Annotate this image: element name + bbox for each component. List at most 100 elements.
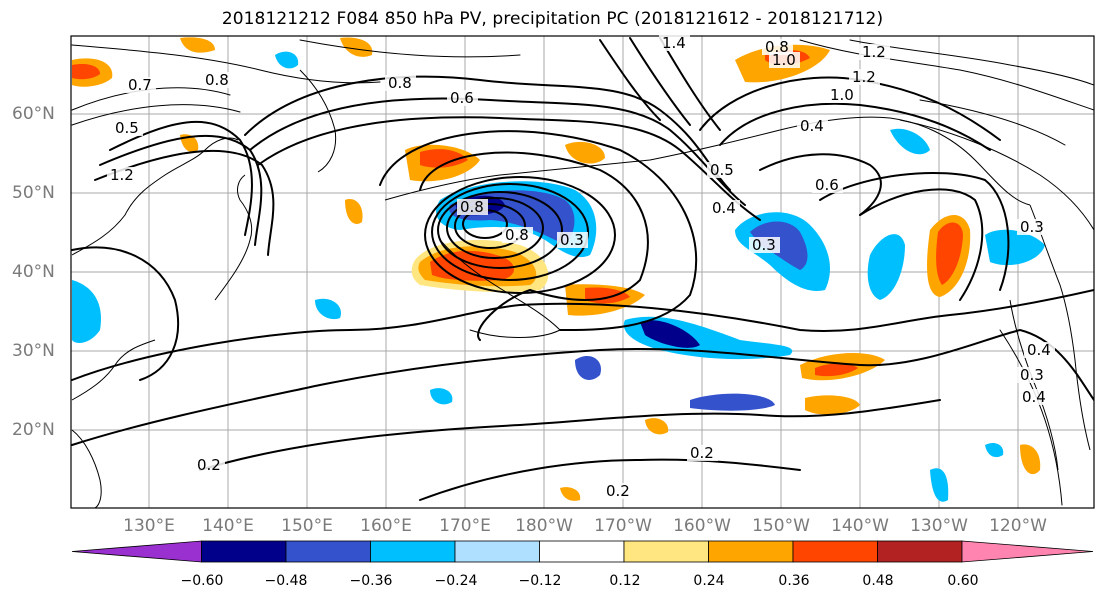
contour-label: 0.4 <box>712 199 736 217</box>
pos-patch-1-core <box>420 149 468 168</box>
pos-patch-8 <box>180 37 215 53</box>
contour-label-bg <box>1019 389 1050 405</box>
contour-label: 0.5 <box>115 119 139 137</box>
colorbar-bin <box>454 540 540 563</box>
colorbar-tick-label: −0.12 <box>518 573 562 589</box>
lat-label: 40°N <box>12 262 55 282</box>
neg-anomaly-band-core <box>640 320 700 348</box>
contour-label: 0.2 <box>606 482 630 500</box>
pv-contour <box>419 458 801 501</box>
lon-label: 150°W <box>752 516 810 536</box>
contour-label: 0.8 <box>505 226 529 244</box>
coastline-na-west <box>1029 204 1091 451</box>
lon-label: 140°W <box>831 516 889 536</box>
contour-label: 1.4 <box>662 34 686 52</box>
neg-anomaly-west-edge <box>72 280 101 343</box>
contour-label: 0.3 <box>560 231 584 249</box>
contour-label: 0.2 <box>197 456 221 474</box>
neg-anomaly-west <box>575 355 601 380</box>
contour-label-bg <box>749 237 780 253</box>
lat-label: 60°N <box>12 104 55 124</box>
pv-contour <box>71 246 180 381</box>
contour-label-bg <box>827 87 858 103</box>
pos-patch-11 <box>345 199 363 224</box>
contour-label-bg <box>603 483 634 499</box>
contour-label-bg <box>812 177 843 193</box>
contour-label: 0.3 <box>752 236 776 254</box>
contour-label-bg <box>687 445 718 461</box>
colorbar-tick-label: 0.48 <box>862 573 894 589</box>
contour-label-bg <box>385 75 416 91</box>
contour-label: 1.0 <box>830 86 854 104</box>
contour-label: 1.2 <box>862 43 886 61</box>
colorbar-tick-label: 0.60 <box>947 573 979 589</box>
contour-label-bg <box>107 167 138 183</box>
pv-contour <box>437 191 563 269</box>
pv-contour <box>919 99 1066 146</box>
lon-label: 160°E <box>360 516 412 536</box>
coastline-alaska <box>779 116 1031 206</box>
colorbar-bin <box>201 540 287 563</box>
lon-label: 170°W <box>594 516 652 536</box>
pos-patch-13 <box>560 487 581 501</box>
neg-small-3 <box>430 388 453 405</box>
contour-label-bg <box>194 457 225 473</box>
neg-small-5 <box>985 443 1004 458</box>
pv-contour <box>859 188 984 301</box>
pv-contour <box>999 329 1063 506</box>
contour-label: 0.8 <box>205 71 229 89</box>
contour-label-bg <box>1017 367 1048 383</box>
colorbar-tick-label: 0.24 <box>693 573 725 589</box>
pv-contour <box>819 172 1010 291</box>
pv-contour <box>599 39 661 121</box>
coastline-aleutians <box>384 129 781 201</box>
pv-contour <box>899 119 1094 231</box>
pv-contour <box>799 39 1094 111</box>
colorbar-tick-label: −0.24 <box>434 573 478 589</box>
contour-label-bg <box>849 69 880 85</box>
contour-label: 0.4 <box>1027 341 1051 359</box>
contour-label-bg <box>557 232 588 248</box>
pv-contour <box>71 44 381 84</box>
contour-label: 1.2 <box>852 68 876 86</box>
contour-label-bg <box>659 35 690 51</box>
pv-contour <box>244 75 731 191</box>
colorbar-tick-label: 0.12 <box>609 573 641 589</box>
colorbar-bin <box>877 540 963 563</box>
pv-contour <box>71 289 1094 381</box>
pos-patch-6 <box>805 395 860 415</box>
pos-patch-12 <box>645 418 669 435</box>
pos-patch-7-core <box>72 64 100 80</box>
colorbar-tick-label: 0.36 <box>778 573 810 589</box>
lon-label: 170°E <box>439 516 491 536</box>
coastline-asia <box>71 137 239 256</box>
lon-label: 140°E <box>202 516 254 536</box>
contour-label: 0.7 <box>128 76 152 94</box>
coastlines <box>71 69 1091 508</box>
pos-patch-5-core <box>815 363 858 377</box>
lon-label: 180°W <box>515 516 573 536</box>
contour-label-bg <box>1024 342 1055 358</box>
colorbar-bin <box>370 540 456 563</box>
contour-label-bg <box>859 44 890 60</box>
lon-label: 130°W <box>910 516 968 536</box>
lat-label: 50°N <box>12 183 55 203</box>
neg-small-6 <box>890 128 930 155</box>
contour-label-bg <box>1017 219 1048 235</box>
neg-anomaly-coast <box>985 229 1045 266</box>
contour-label-bg <box>762 39 793 55</box>
coastline-west-edge <box>71 429 102 508</box>
colorbar-bin <box>623 540 709 563</box>
contour-label: 0.2 <box>690 444 714 462</box>
colorbar-bin <box>539 540 625 563</box>
contour-label: 0.4 <box>800 117 824 135</box>
colorbar-extend-max <box>961 540 1094 563</box>
colorbar-tick-label: −0.36 <box>349 573 393 589</box>
contour-labels: 1.4 0.81.0 1.20.8 0.80.70.60.51.01.20.40.80… <box>107 34 1055 500</box>
pv-contours <box>71 37 1094 506</box>
contour-label-bg <box>502 227 533 243</box>
colorbar-tick-label: −0.60 <box>180 573 224 589</box>
contour-label: 0.8 <box>765 38 789 56</box>
pv-contour <box>439 239 561 338</box>
